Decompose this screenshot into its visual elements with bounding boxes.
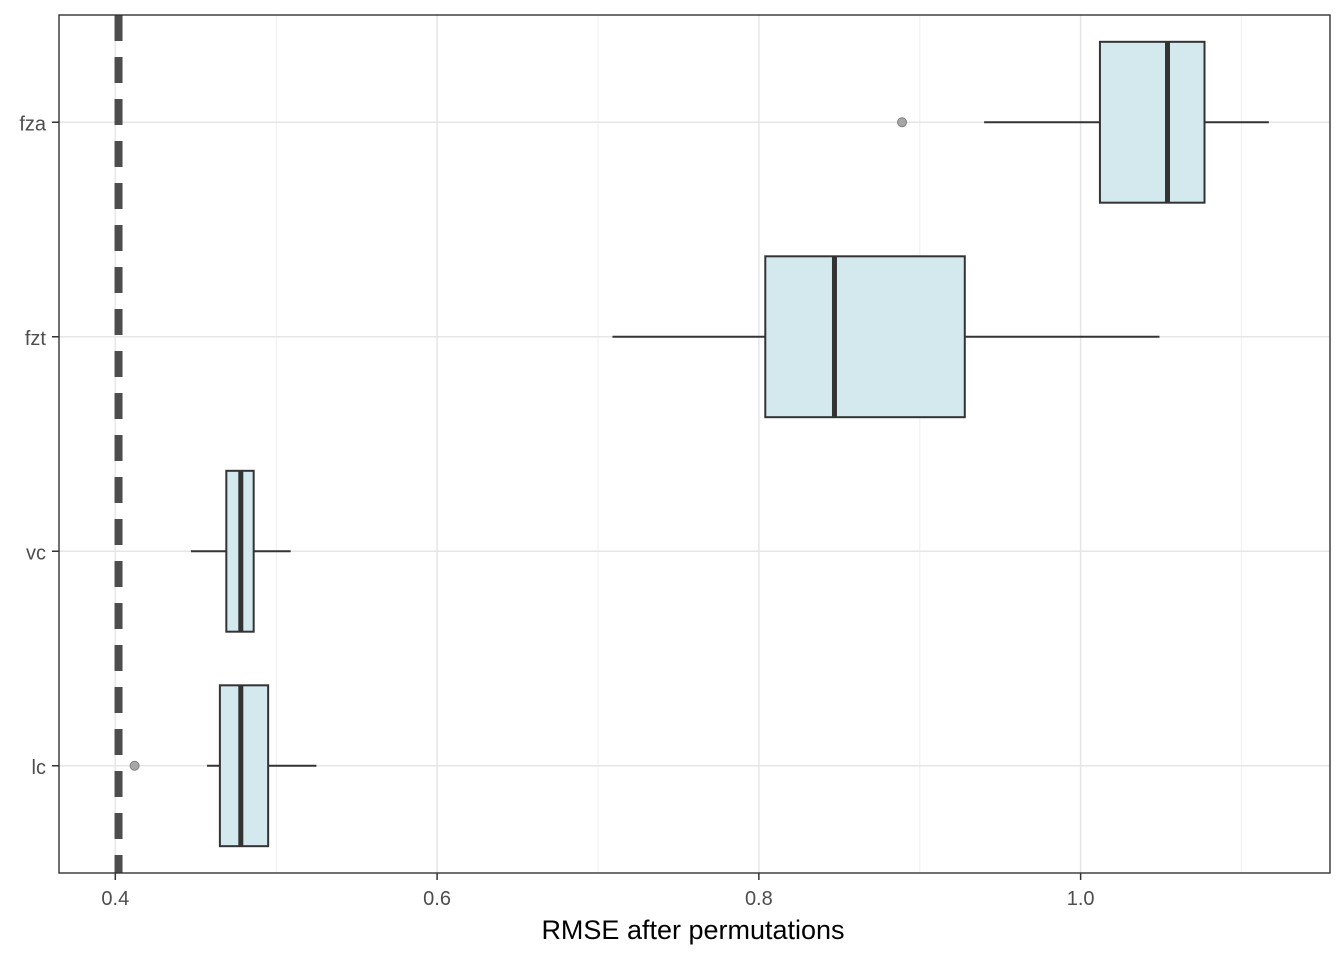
x-tick-label: 1.0: [1067, 888, 1095, 910]
y-tick-label: vc: [26, 542, 46, 564]
box-group-fza: [897, 40, 1269, 204]
y-tick-label: fzt: [25, 328, 47, 350]
outlier-point: [897, 117, 908, 128]
box-group-lc: [129, 684, 317, 848]
box-iqr: [1098, 40, 1206, 204]
x-tick-label: 0.4: [101, 888, 129, 910]
outlier-point: [129, 760, 140, 771]
box-group-fzt: [612, 255, 1160, 419]
axes-layer: 0.4 0.6 0.8 1.0 lc vc fzt fza: [19, 113, 1094, 910]
boxes-layer: [129, 40, 1269, 848]
x-tick-label: 0.6: [423, 888, 451, 910]
y-tick-label: lc: [32, 757, 46, 779]
box-iqr: [218, 684, 270, 848]
box-iqr: [764, 255, 966, 419]
x-axis-title: RMSE after permutations: [541, 915, 844, 945]
panel-border: [58, 14, 1331, 874]
x-tick-label: 0.8: [745, 888, 773, 910]
box-group-vc: [190, 469, 291, 633]
y-tick-label: fza: [19, 113, 47, 135]
